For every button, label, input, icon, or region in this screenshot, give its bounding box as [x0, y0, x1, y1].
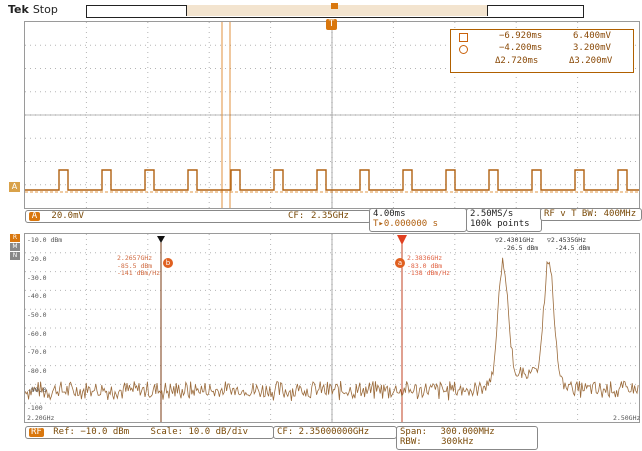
record-view-window[interactable]: [186, 5, 488, 16]
cf-value: 2.35GHz: [311, 211, 349, 221]
rbw-label: RBW:: [400, 437, 422, 447]
marker-b-readout: 2.2657GHz -85.5 dBm -141 dBm/Hz: [117, 254, 161, 278]
badge-m: M: [10, 243, 20, 251]
y-tick-8: -90.0: [27, 386, 47, 394]
y-tick-5: -60.0: [27, 330, 47, 338]
sample-rate: 2.50MS/s: [470, 209, 514, 219]
span-value: 300.000MHz: [440, 427, 495, 437]
peak1-freq: ▽2.4301GHz: [495, 236, 535, 244]
cursor-a-time: −6.920ms: [499, 31, 543, 41]
trigger-marker[interactable]: T: [326, 19, 337, 30]
y-tick-7: -80.0: [27, 367, 47, 375]
marker-b-density: -141 dBm/Hz: [117, 269, 161, 277]
cursor-b-icon: [459, 45, 468, 54]
trigger-position-icon: [331, 3, 338, 9]
brand-label: Tek: [8, 3, 29, 16]
marker-b-badge[interactable]: b: [163, 258, 173, 268]
marker-a-level: -83.0 dBm: [407, 261, 443, 270]
top-status-bar: Tek Stop: [0, 0, 642, 20]
marker-a-badge[interactable]: a: [395, 258, 405, 268]
marker-b-level: -85.5 dBm: [117, 261, 153, 270]
peak2-level: -24.5 dBm: [555, 243, 591, 252]
channel-marker-icon[interactable]: A: [9, 182, 20, 192]
vertical-scale: Scale: 10.0 dB/div: [150, 427, 249, 437]
peak1-readout: ▽2.4301GHz -26.5 dBm: [495, 236, 539, 252]
spectrum-graticule: [24, 234, 639, 422]
spectrum-trace: [24, 257, 639, 401]
acquisition-status: Stop: [32, 3, 58, 16]
peak1-level: -26.5 dBm: [503, 243, 539, 252]
rbw-value: 300kHz: [441, 437, 474, 447]
rf-vs-time-box[interactable]: RF v T BW: 400MHz: [540, 208, 642, 221]
spectrum-plot[interactable]: -10.0 dBm -20.0 -30.0 -40.0 -50.0 -60.0 …: [24, 233, 640, 423]
timebase-scale: 4.00ms: [373, 209, 406, 219]
channel-scale-box[interactable]: A 20.0mV CF: 2.35GHz: [25, 210, 371, 223]
y-tick-3: -40.0: [27, 292, 47, 300]
brand-status: Tek Stop: [8, 3, 58, 16]
cursor-delta-time: Δ2.720ms: [495, 56, 539, 66]
cursor-readout-box: −6.920ms 6.400mV −4.200ms 3.200mV Δ2.720…: [450, 29, 634, 73]
badge-n: N: [10, 252, 20, 260]
cursor-a-icon: [459, 33, 468, 42]
span-rbw-box[interactable]: Span: 300.000MHz RBW: 300kHz: [396, 426, 538, 450]
channel-scale: 20.0mV: [51, 211, 84, 221]
y-tick-9: -100: [27, 404, 43, 412]
y-tick-4: -50.0: [27, 311, 47, 319]
x-start-label: 2.20GHz: [27, 414, 55, 422]
record-length: 100k points: [470, 219, 530, 229]
cursor-b-time: −4.200ms: [499, 43, 543, 53]
cursor-delta-volt: Δ3.200mV: [569, 56, 613, 66]
spectrum-ref-box[interactable]: RF Ref: −10.0 dBm Scale: 10.0 dB/div: [25, 426, 274, 439]
marker-a-density: -138 dBm/Hz: [407, 269, 451, 277]
cursor-a-volt: 6.400mV: [573, 31, 611, 41]
timebase-box[interactable]: 4.00ms T▸0.000000 s: [369, 208, 467, 232]
cursor-b-volt: 3.200mV: [573, 43, 611, 53]
y-tick-6: -70.0: [27, 348, 47, 356]
y-tick-2: -30.0: [27, 274, 47, 282]
peak2-freq: ▽2.4535GHz: [547, 236, 587, 244]
y-tick-0: -10.0 dBm: [27, 236, 63, 244]
peak2-readout: ▽2.4535GHz -24.5 dBm: [547, 236, 591, 252]
badge-r: R: [10, 234, 20, 242]
marker-b-arrow: [157, 236, 165, 243]
spectrum-side-badges: R M N: [10, 234, 20, 260]
marker-a-arrow: [397, 235, 407, 245]
marker-a-readout: 2.3836GHz -83.0 dBm -138 dBm/Hz: [407, 254, 451, 278]
rf-badge: RF: [29, 427, 44, 437]
ref-level: Ref: −10.0 dBm: [53, 427, 130, 437]
time-trace: [25, 169, 639, 191]
span-label: Span:: [400, 427, 428, 437]
y-tick-1: -20.0: [27, 255, 47, 263]
x-end-label: 2.50GHz: [613, 414, 641, 422]
sample-rate-box[interactable]: 2.50MS/s 100k points: [466, 208, 542, 232]
center-freq-box[interactable]: CF: 2.35000000GHz: [273, 426, 397, 439]
trigger-position: T▸0.000000 s: [373, 219, 439, 229]
channel-a-badge: A: [29, 212, 40, 221]
cf-label: CF:: [288, 211, 305, 221]
marker-a-freq: 2.3836GHz: [407, 254, 443, 262]
marker-b-freq: 2.2657GHz: [117, 254, 153, 262]
